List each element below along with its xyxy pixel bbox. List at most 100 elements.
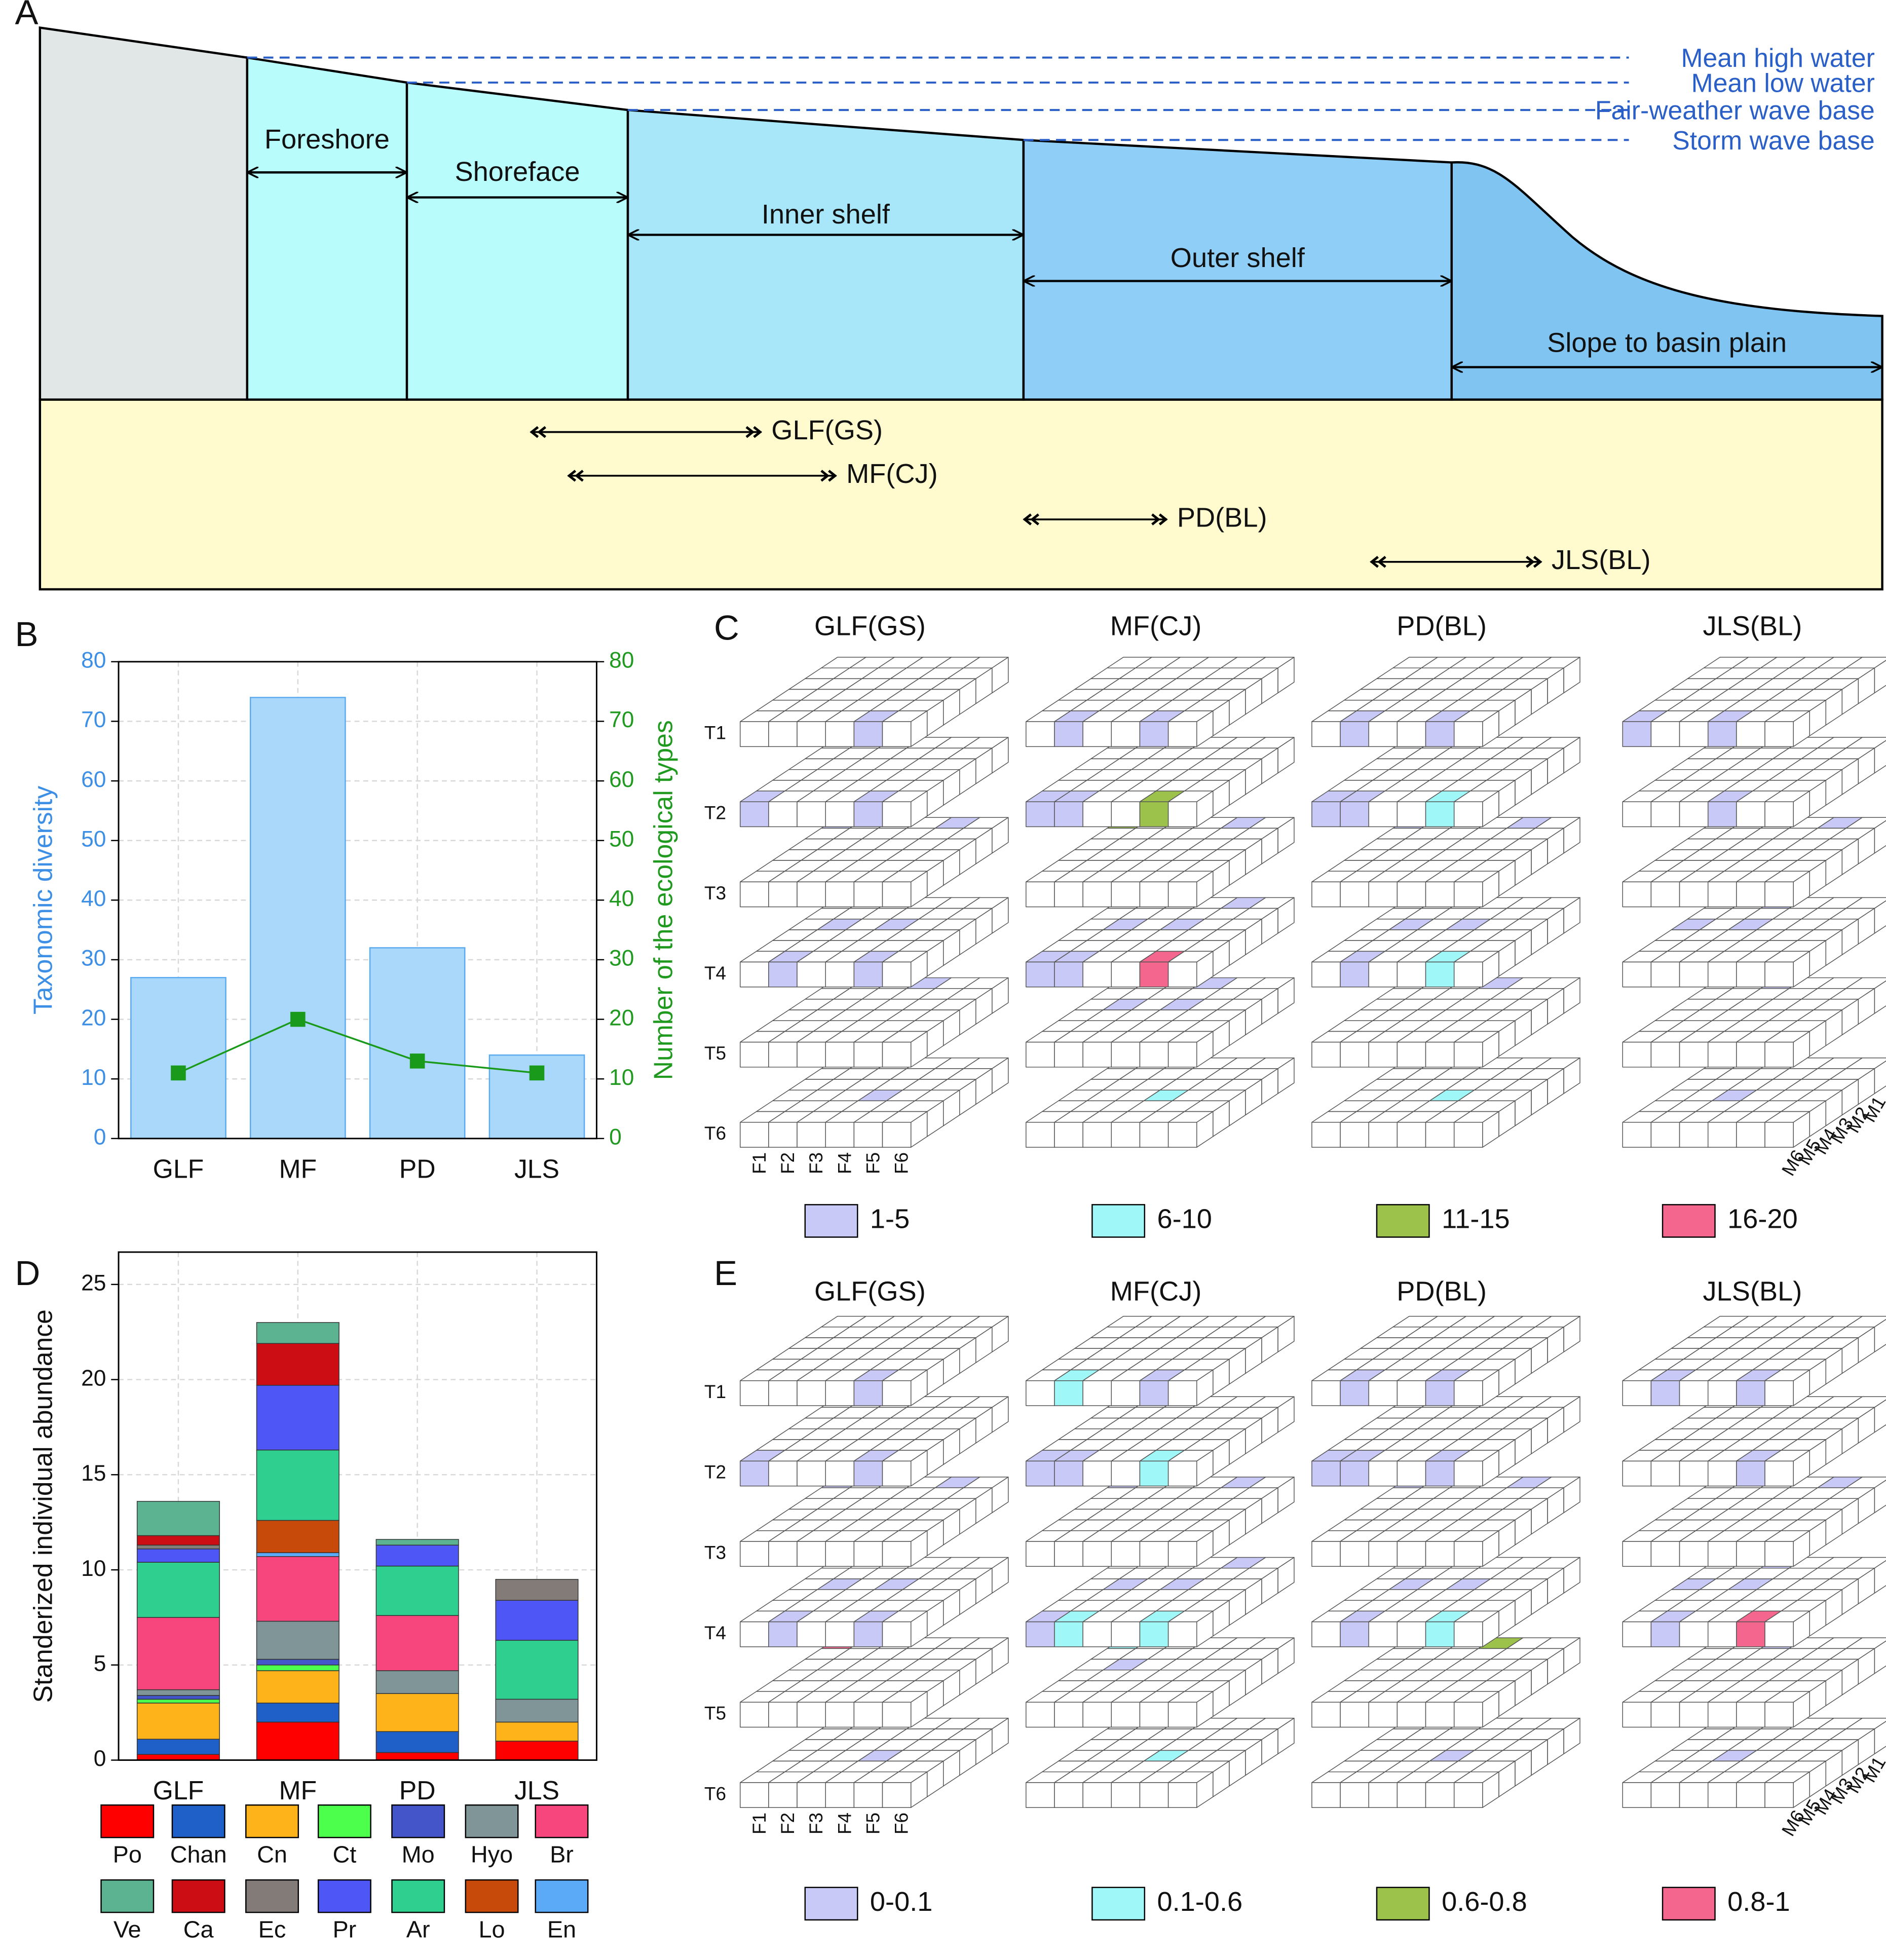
legend-label: Pr [332, 1916, 356, 1942]
cube-front [853, 1041, 883, 1068]
cube-front [1368, 1122, 1398, 1148]
cube-front [768, 1122, 798, 1148]
cube-front [1026, 1782, 1055, 1808]
legend-label: 6-10 [1157, 1204, 1212, 1234]
legend-swatch [317, 1879, 371, 1913]
bar-segment [375, 1565, 459, 1616]
bar-segment [256, 1721, 340, 1761]
cube-front [1764, 961, 1794, 988]
zone [405, 81, 629, 401]
y-tick-label: 60 [81, 767, 106, 792]
cube-front [825, 1541, 855, 1567]
cube-front [1736, 1041, 1765, 1068]
panel-label: D [15, 1254, 41, 1293]
y2-tick-label: 10 [609, 1065, 634, 1090]
cube-front [1082, 881, 1112, 908]
cube-front [768, 801, 798, 827]
cube-front [1139, 721, 1169, 747]
cube-front [882, 1041, 912, 1068]
panel-label: C [714, 609, 739, 648]
bar-segment [495, 1721, 579, 1742]
cube-front [1111, 1621, 1141, 1647]
cube-front [1167, 1702, 1197, 1728]
cube-front [739, 1122, 769, 1148]
cube-front [1111, 881, 1141, 908]
cube-front [1082, 1041, 1112, 1068]
cube-front [1679, 801, 1709, 827]
y2-tick-label: 70 [609, 707, 634, 732]
cube-front [853, 1782, 883, 1808]
cube-front [1082, 1621, 1112, 1647]
bar-segment [256, 1385, 340, 1451]
cube-front [739, 1702, 769, 1728]
x-tick-label: MF [279, 1776, 317, 1805]
cube-front [1764, 1041, 1794, 1068]
cube-front [1453, 721, 1483, 747]
cube-front [739, 1541, 769, 1567]
cube-front [1082, 1702, 1112, 1728]
y-tick-label: 10 [81, 1556, 106, 1581]
cube-front [1340, 961, 1369, 988]
group-title: MF(CJ) [1110, 1276, 1202, 1307]
cube-front [739, 1782, 769, 1808]
legend-label: En [547, 1916, 576, 1942]
range-label: MF(CJ) [846, 459, 938, 489]
legend-label: Chan [170, 1841, 227, 1868]
cube-front [1397, 961, 1426, 988]
cube-front [825, 961, 855, 988]
x-label: F1 [749, 1152, 770, 1174]
y2-tick-label: 80 [609, 648, 634, 673]
x-label: F5 [863, 1152, 884, 1174]
y2-tick-label: 0 [609, 1125, 622, 1150]
y-tick-label: 0 [94, 1746, 106, 1771]
cube-front [1707, 721, 1737, 747]
legend-label: Ar [406, 1916, 430, 1942]
marker [290, 1011, 306, 1027]
cube-front [1425, 1122, 1455, 1148]
cube-front [1707, 881, 1737, 908]
x-label: F4 [834, 1152, 855, 1174]
cube-front [1082, 801, 1112, 827]
cube-front [1736, 801, 1765, 827]
marker [529, 1065, 545, 1081]
bar-segment [136, 1549, 220, 1563]
cube-front [739, 1460, 769, 1487]
cube-front [825, 801, 855, 827]
layer-label: T2 [704, 803, 726, 823]
cube-front [1139, 1702, 1169, 1728]
cube-front [768, 961, 798, 988]
layer-label: T1 [704, 723, 726, 743]
legend-label: 16-20 [1727, 1204, 1798, 1234]
cube-front [1453, 801, 1483, 827]
y2-tick-label: 20 [609, 1005, 634, 1030]
cube [882, 1111, 928, 1148]
bar-segment [375, 1670, 459, 1694]
cube-front [797, 1541, 826, 1567]
legend-swatch [1091, 1204, 1146, 1238]
cube-front [797, 1621, 826, 1647]
cube-front [853, 721, 883, 747]
cube-front [1340, 1041, 1369, 1068]
group-title: GLF(GS) [814, 1276, 926, 1307]
cube-front [1707, 1041, 1737, 1068]
cube-front [1054, 961, 1083, 988]
cube-front [797, 801, 826, 827]
zone-label: Slope to basin plain [1547, 328, 1787, 358]
y-tick-label: 70 [81, 707, 106, 732]
cube-front [1026, 1702, 1055, 1728]
cube-front [1368, 1041, 1398, 1068]
x-label: F2 [777, 1152, 798, 1174]
y-axis-label: Taxonomic diversity [28, 786, 57, 1014]
y-tick-label: 40 [81, 886, 106, 911]
legend-swatch [1662, 1204, 1716, 1238]
cube-front [1139, 1122, 1169, 1148]
cube-front [1707, 961, 1737, 988]
bar-segment [256, 1556, 340, 1622]
legend-swatch [535, 1804, 589, 1838]
legend-label: Lo [478, 1916, 505, 1942]
y-tick-label: 25 [81, 1271, 106, 1296]
legend-label: Ct [332, 1841, 356, 1868]
bar-segment [136, 1695, 220, 1700]
range-label: GLF(GS) [771, 415, 883, 445]
cube-front [1026, 721, 1055, 747]
